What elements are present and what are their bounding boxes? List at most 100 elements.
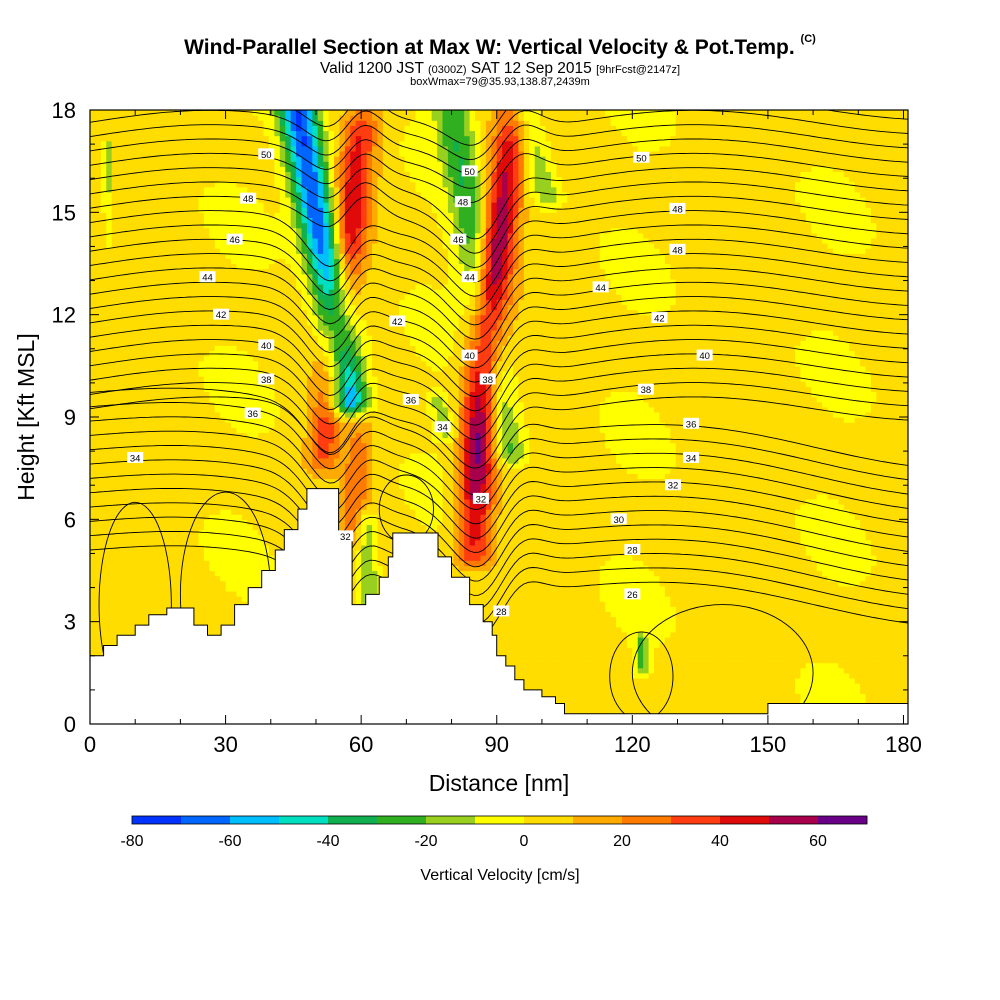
velocity-cell [236, 125, 243, 132]
velocity-cell [138, 539, 145, 546]
velocity-cell [296, 355, 303, 362]
velocity-cell [247, 509, 254, 515]
velocity-cell [258, 355, 265, 362]
velocity-cell [312, 417, 319, 423]
velocity-cell [117, 519, 124, 526]
velocity-cell [133, 468, 140, 474]
velocity-cell [111, 539, 118, 546]
velocity-cell [225, 493, 232, 500]
velocity-cell [214, 319, 221, 326]
velocity-cell [252, 580, 259, 587]
velocity-cell [225, 411, 232, 418]
velocity-cell [117, 207, 124, 213]
velocity-cell [279, 196, 286, 203]
velocity-cell [203, 120, 210, 126]
velocity-cell [187, 550, 194, 556]
velocity-cell [90, 212, 97, 219]
velocity-cell [176, 243, 183, 249]
velocity-cell [100, 166, 107, 172]
velocity-cell [268, 135, 275, 142]
velocity-cell [160, 161, 167, 167]
velocity-cell [209, 181, 216, 188]
velocity-cell [247, 181, 254, 188]
velocity-cell [241, 232, 248, 239]
velocity-cell [176, 478, 183, 485]
velocity-cell [306, 283, 313, 290]
velocity-cell [198, 468, 205, 474]
velocity-cell [95, 601, 102, 607]
velocity-cell [122, 294, 129, 300]
velocity-cell [100, 381, 107, 387]
velocity-cell [209, 125, 216, 132]
velocity-cell [258, 509, 265, 515]
velocity-cell [290, 283, 297, 290]
velocity-cell [220, 253, 227, 259]
velocity-cell [279, 115, 286, 121]
velocity-cell [231, 524, 238, 531]
velocity-cell [214, 237, 221, 244]
velocity-cell [149, 166, 156, 172]
velocity-cell [182, 140, 189, 147]
velocity-cell [203, 550, 210, 556]
velocity-cell [274, 442, 281, 449]
velocity-cell [176, 115, 183, 121]
velocity-cell [144, 176, 151, 183]
velocity-cell [100, 534, 107, 541]
velocity-cell [214, 606, 221, 613]
velocity-cell [203, 227, 210, 234]
velocity-cell [214, 411, 221, 418]
velocity-cell [155, 585, 162, 592]
velocity-cell [203, 365, 210, 372]
velocity-cell [274, 406, 281, 413]
velocity-cell [111, 422, 118, 428]
velocity-cell [122, 324, 129, 331]
velocity-cell [95, 314, 102, 321]
velocity-cell [274, 365, 281, 372]
velocity-cell [149, 427, 156, 433]
velocity-cell [160, 335, 167, 341]
velocity-cell [263, 130, 270, 137]
velocity-cell [268, 227, 275, 234]
velocity-cell [160, 304, 167, 311]
velocity-cell [193, 488, 200, 495]
velocity-cell [160, 248, 167, 254]
velocity-cell [258, 191, 265, 198]
velocity-cell [182, 488, 189, 495]
velocity-cell [203, 176, 210, 183]
velocity-cell [209, 120, 216, 126]
velocity-cell [231, 417, 238, 423]
velocity-cell [165, 534, 172, 541]
velocity-cell [209, 340, 216, 346]
velocity-cell [258, 560, 265, 566]
velocity-cell [279, 135, 286, 142]
velocity-cell [236, 519, 243, 526]
velocity-cell [225, 427, 232, 433]
velocity-cell [155, 539, 162, 546]
velocity-cell [214, 596, 221, 602]
velocity-cell [268, 524, 275, 531]
velocity-cell [274, 243, 281, 249]
velocity-cell [274, 202, 281, 208]
velocity-cell [182, 278, 189, 285]
velocity-cell [296, 258, 303, 265]
velocity-cell [290, 432, 297, 439]
velocity-cell [106, 227, 113, 234]
velocity-cell [133, 596, 140, 602]
velocity-cell [263, 278, 270, 285]
velocity-cell [117, 335, 124, 341]
velocity-cell [90, 237, 97, 244]
velocity-cell [225, 125, 232, 132]
velocity-cell [144, 171, 151, 178]
velocity-cell [193, 565, 200, 572]
velocity-cell [111, 365, 118, 372]
velocity-cell [241, 580, 248, 587]
velocity-cell [252, 309, 259, 316]
velocity-cell [149, 273, 156, 280]
velocity-cell [149, 355, 156, 362]
velocity-cell [236, 217, 243, 224]
velocity-cell [117, 452, 124, 459]
velocity-cell [106, 181, 113, 188]
velocity-cell [306, 222, 313, 229]
velocity-cell [171, 478, 178, 485]
velocity-cell [220, 217, 227, 224]
